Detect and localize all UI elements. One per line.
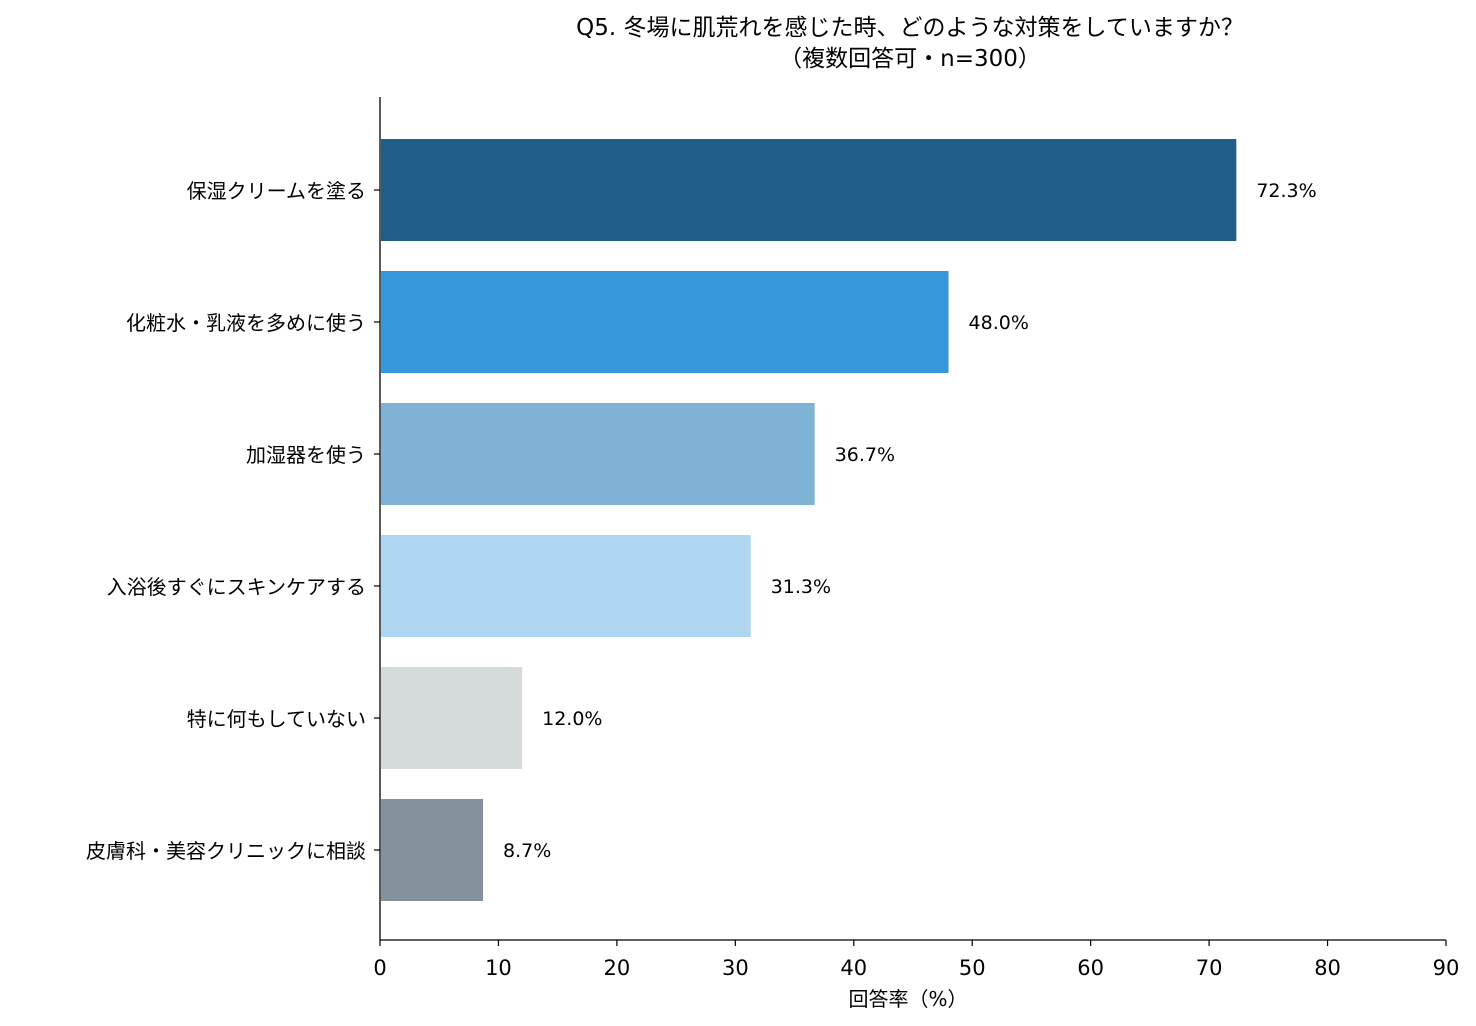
x-tick-label: 90 [1433,956,1460,980]
y-tick-label: 加湿器を使う [246,443,366,467]
x-tick-label: 40 [840,956,867,980]
y-tick-label: 皮膚科・美容クリニックに相談 [86,839,366,863]
x-tick-label: 80 [1314,956,1341,980]
y-tick-label: 入浴後すぐにスキンケアする [107,575,366,599]
x-tick-label: 50 [959,956,986,980]
data-label: 48.0% [969,312,1029,334]
chart-subtitle: （複数回答可・n=300） [779,46,1041,72]
bar [381,667,523,769]
bar [381,271,949,373]
data-label: 36.7% [835,444,895,466]
x-tick-label: 30 [722,956,749,980]
data-label: 12.0% [542,708,602,730]
data-label: 8.7% [503,840,551,862]
x-tick-label: 0 [373,956,386,980]
chart-title: Q5. 冬場に肌荒れを感じた時、どのような対策をしていますか？ [576,15,1244,41]
x-axis-label: 回答率（%） [848,987,967,1011]
x-tick-label: 10 [485,956,512,980]
x-tick-label: 20 [604,956,631,980]
bar [381,403,815,505]
bar [381,535,751,637]
y-tick-label: 化粧水・乳液を多めに使う [126,311,366,335]
y-tick-label: 保湿クリームを塗る [187,179,366,203]
bar [381,139,1237,241]
y-tick-label: 特に何もしていない [187,707,366,731]
x-tick-label: 60 [1077,956,1104,980]
data-label: 31.3% [771,576,831,598]
x-tick-label: 70 [1196,956,1223,980]
data-label: 72.3% [1256,180,1316,202]
bar [381,799,484,901]
